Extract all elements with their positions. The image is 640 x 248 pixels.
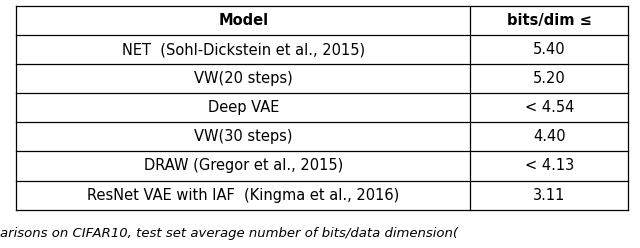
Text: 3.11: 3.11 <box>533 187 566 203</box>
Text: 5.20: 5.20 <box>533 71 566 86</box>
Text: < 4.13: < 4.13 <box>525 158 574 174</box>
Text: 5.40: 5.40 <box>533 42 566 57</box>
Text: VW(20 steps): VW(20 steps) <box>194 71 292 86</box>
Text: ResNet VAE with IAF  (Kingma et al., 2016): ResNet VAE with IAF (Kingma et al., 2016… <box>87 187 399 203</box>
Text: < 4.54: < 4.54 <box>525 100 574 115</box>
Text: bits/dim ≤: bits/dim ≤ <box>507 13 592 28</box>
Text: Model: Model <box>218 13 268 28</box>
Text: DRAW (Gregor et al., 2015): DRAW (Gregor et al., 2015) <box>143 158 343 174</box>
Text: 4.40: 4.40 <box>533 129 566 144</box>
Text: Deep VAE: Deep VAE <box>207 100 279 115</box>
Text: arisons on CIFAR10, test set average number of bits/data dimension(: arisons on CIFAR10, test set average num… <box>0 227 458 240</box>
Text: VW(30 steps): VW(30 steps) <box>194 129 292 144</box>
Text: NET  (Sohl-Dickstein et al., 2015): NET (Sohl-Dickstein et al., 2015) <box>122 42 365 57</box>
